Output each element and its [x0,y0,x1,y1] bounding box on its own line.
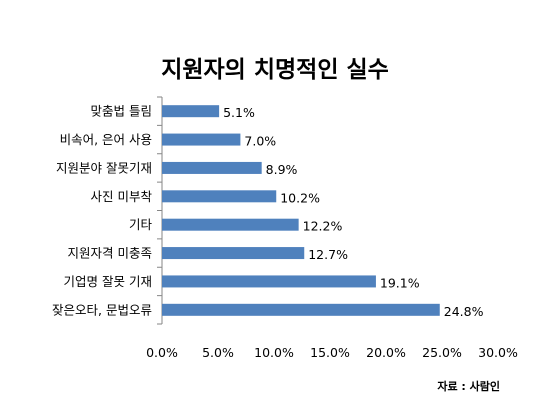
value-label: 24.8% [444,304,484,319]
value-label: 12.2% [303,219,343,234]
category-label: 잦은오타, 문법오류 [52,302,152,317]
category-label: 비속어, 은어 사용 [60,132,152,147]
bar [162,275,376,288]
bar [162,303,440,316]
bar [162,218,299,231]
category-label: 사진 미부착 [91,189,153,204]
category-label: 맞춤법 틀림 [91,104,152,119]
value-label: 5.1% [223,105,255,120]
x-tick-label: 10.0% [254,345,294,360]
category-label: 기타 [129,217,153,232]
chart-title: 지원자의 치명적인 실수 [161,57,389,83]
x-tick-label: 15.0% [310,345,350,360]
x-tick-label: 5.0% [202,345,234,360]
value-label: 12.7% [308,247,348,262]
bar [162,190,277,203]
bar [162,247,305,260]
x-tick-label: 25.0% [422,345,462,360]
x-tick-label: 20.0% [366,345,406,360]
bar [162,161,262,174]
value-label: 19.1% [380,275,420,290]
value-label: 10.2% [280,190,320,205]
bar [162,105,220,118]
category-label: 지원자격 미충족 [68,246,152,261]
bar [162,133,241,146]
x-tick-label: 0.0% [146,345,178,360]
value-label: 8.9% [266,162,298,177]
category-label: 기업명 잘못 기재 [64,274,152,289]
category-label: 지원분야 잘못기재 [56,160,152,175]
x-tick-label: 30.0% [478,345,518,360]
source-note: 자료 : 사람인 [437,380,500,393]
value-label: 7.0% [244,134,276,149]
